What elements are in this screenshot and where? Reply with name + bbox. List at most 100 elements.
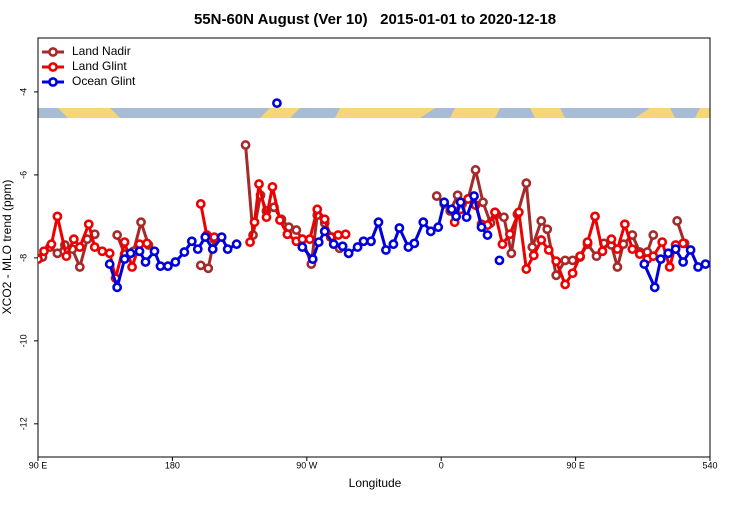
series-point — [97, 246, 108, 257]
x-tick-label: 90 E — [566, 460, 585, 470]
series-point — [670, 244, 681, 255]
series-point — [240, 140, 251, 150]
series-point — [513, 207, 524, 218]
series-point — [155, 261, 166, 272]
series-point — [543, 245, 554, 255]
series-point — [142, 238, 152, 249]
series-point — [567, 255, 578, 266]
series-point — [337, 241, 348, 252]
legend-marker — [48, 77, 58, 87]
series-point — [52, 211, 63, 222]
series-point — [89, 242, 100, 252]
series-point — [482, 230, 493, 240]
series-point — [597, 246, 608, 257]
series-point — [83, 219, 94, 230]
series-line — [244, 144, 341, 266]
series-point — [52, 248, 63, 259]
series-point — [136, 217, 146, 228]
series-point — [619, 219, 630, 230]
y-tick-label: -6 — [18, 171, 28, 179]
series-point — [649, 282, 660, 293]
series-point — [222, 244, 233, 255]
series-point — [639, 259, 650, 269]
series-point — [542, 224, 553, 235]
series-point — [521, 178, 532, 189]
y-tick-label: -12 — [18, 417, 28, 430]
series-point — [469, 191, 479, 201]
series-point — [606, 234, 617, 245]
series-point — [551, 256, 562, 267]
series-point — [352, 242, 363, 252]
series-point — [340, 229, 351, 240]
series-point — [261, 212, 272, 223]
series-point — [663, 248, 674, 259]
series-point — [560, 279, 571, 290]
y-axis-label: XCO2 - MLO trend (ppm) — [0, 180, 14, 315]
series-point — [119, 237, 130, 248]
series-point — [125, 248, 136, 259]
series-point — [104, 248, 115, 259]
series-point — [38, 254, 43, 265]
legend-marker — [48, 47, 58, 57]
series-point — [527, 242, 538, 252]
series-point — [275, 215, 285, 226]
series-point — [627, 244, 638, 255]
series-point — [328, 239, 339, 250]
map-strip — [38, 108, 710, 118]
y-tick-label: -4 — [18, 88, 28, 96]
series-point — [134, 246, 145, 257]
series-point — [693, 262, 703, 272]
legend-label: Ocean Glint — [72, 74, 136, 88]
series-point — [528, 250, 539, 261]
series-point — [590, 211, 600, 222]
series-point — [394, 223, 405, 233]
series-point — [207, 244, 218, 255]
series-point — [672, 216, 683, 226]
x-tick-label: 0 — [439, 460, 444, 470]
series-point — [267, 182, 278, 192]
series-point — [127, 262, 137, 272]
series-point — [700, 259, 710, 269]
series-point — [140, 257, 151, 267]
series-point — [231, 239, 242, 250]
x-axis-label: Longitude — [349, 476, 402, 490]
series-point — [319, 214, 330, 225]
series-point — [388, 239, 399, 250]
series-point — [478, 197, 488, 208]
series-point — [179, 247, 190, 257]
series-point — [499, 212, 509, 223]
series-point — [497, 239, 508, 250]
series-point — [170, 257, 181, 267]
series-point — [494, 255, 505, 266]
series-point — [634, 249, 645, 260]
series-point — [418, 217, 429, 228]
series-point — [433, 222, 444, 233]
series-point — [297, 234, 308, 245]
series-point — [446, 204, 457, 215]
series-point — [451, 211, 462, 222]
legend-label: Land Glint — [72, 59, 127, 73]
series-point — [648, 251, 659, 262]
series-point — [297, 242, 308, 252]
series-point — [455, 197, 466, 208]
series-point — [551, 270, 562, 281]
series-point — [209, 232, 220, 243]
series-point — [216, 232, 227, 243]
y-tick-label: -8 — [18, 254, 28, 262]
series-point — [560, 255, 571, 266]
series-point — [291, 225, 302, 235]
series-point — [333, 230, 344, 240]
series-point — [74, 242, 85, 252]
series-point — [366, 236, 376, 247]
series-point — [358, 236, 369, 247]
x-tick-label: 180 — [165, 460, 180, 470]
series-point — [425, 226, 436, 237]
series-point — [476, 222, 487, 233]
legend-label: Land Nadir — [72, 44, 131, 58]
series-point — [61, 251, 72, 262]
series-point — [678, 257, 689, 267]
series-point — [46, 239, 57, 250]
series-point — [304, 234, 315, 245]
plot-frame — [37, 37, 711, 458]
